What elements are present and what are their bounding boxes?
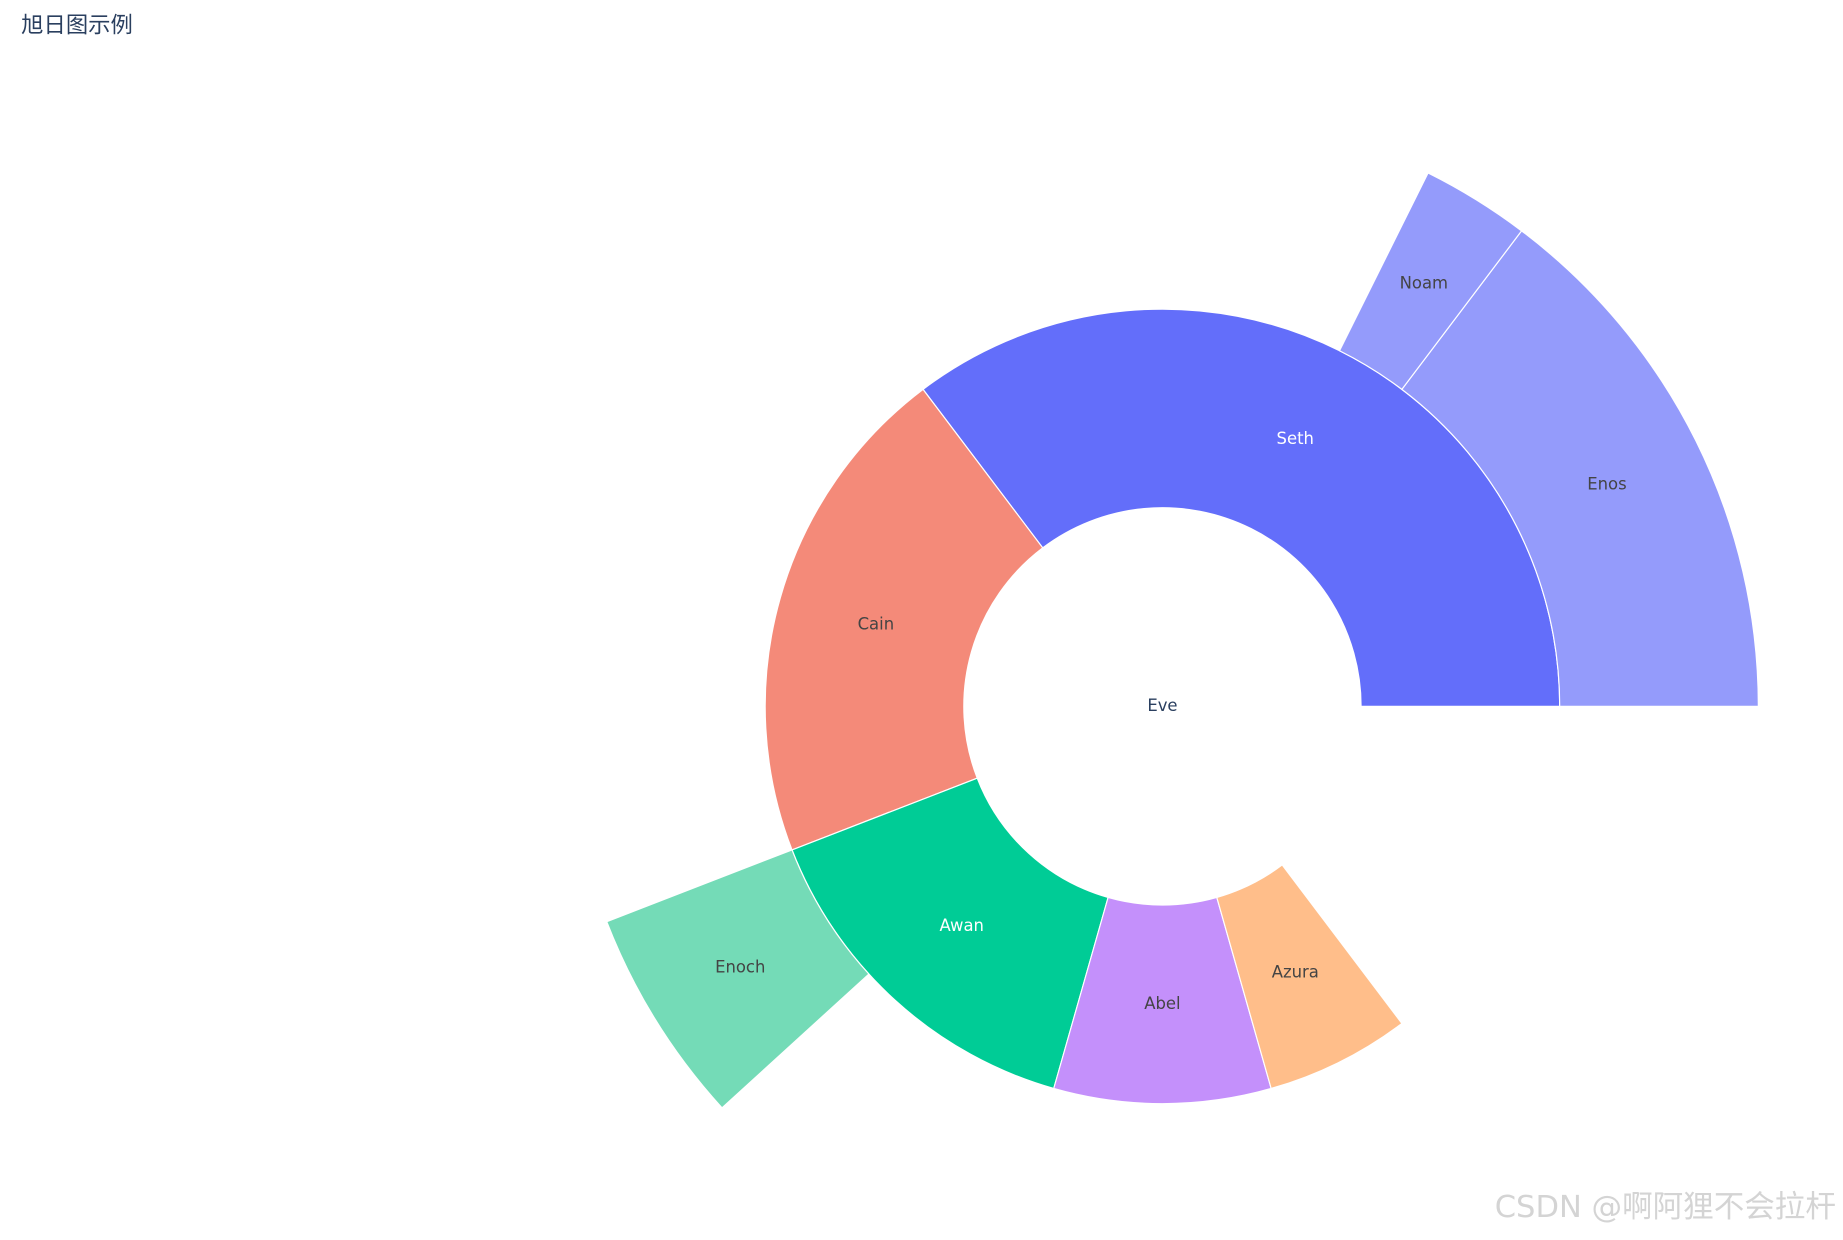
segment-label: Enos: [1587, 475, 1626, 494]
segment-label: Noam: [1400, 274, 1448, 293]
segment: [764, 388, 1044, 851]
segment: [1338, 172, 1523, 391]
segment-label: Seth: [1277, 429, 1314, 448]
watermark: CSDN @啊阿狸不会拉杆: [1495, 1190, 1836, 1225]
segment-label: Enoch: [715, 957, 765, 976]
chart-title: 旭日图示例: [21, 12, 133, 38]
root-segment: [963, 507, 1362, 906]
segment-label: Abel: [1144, 994, 1180, 1013]
segment: [1401, 230, 1759, 707]
segment-label: Cain: [858, 614, 895, 633]
segment-label: Awan: [939, 916, 984, 935]
segment: [1216, 864, 1403, 1090]
segment: [606, 849, 870, 1109]
segment-label: Eve: [1147, 696, 1177, 715]
segment-label: Azura: [1272, 963, 1319, 982]
